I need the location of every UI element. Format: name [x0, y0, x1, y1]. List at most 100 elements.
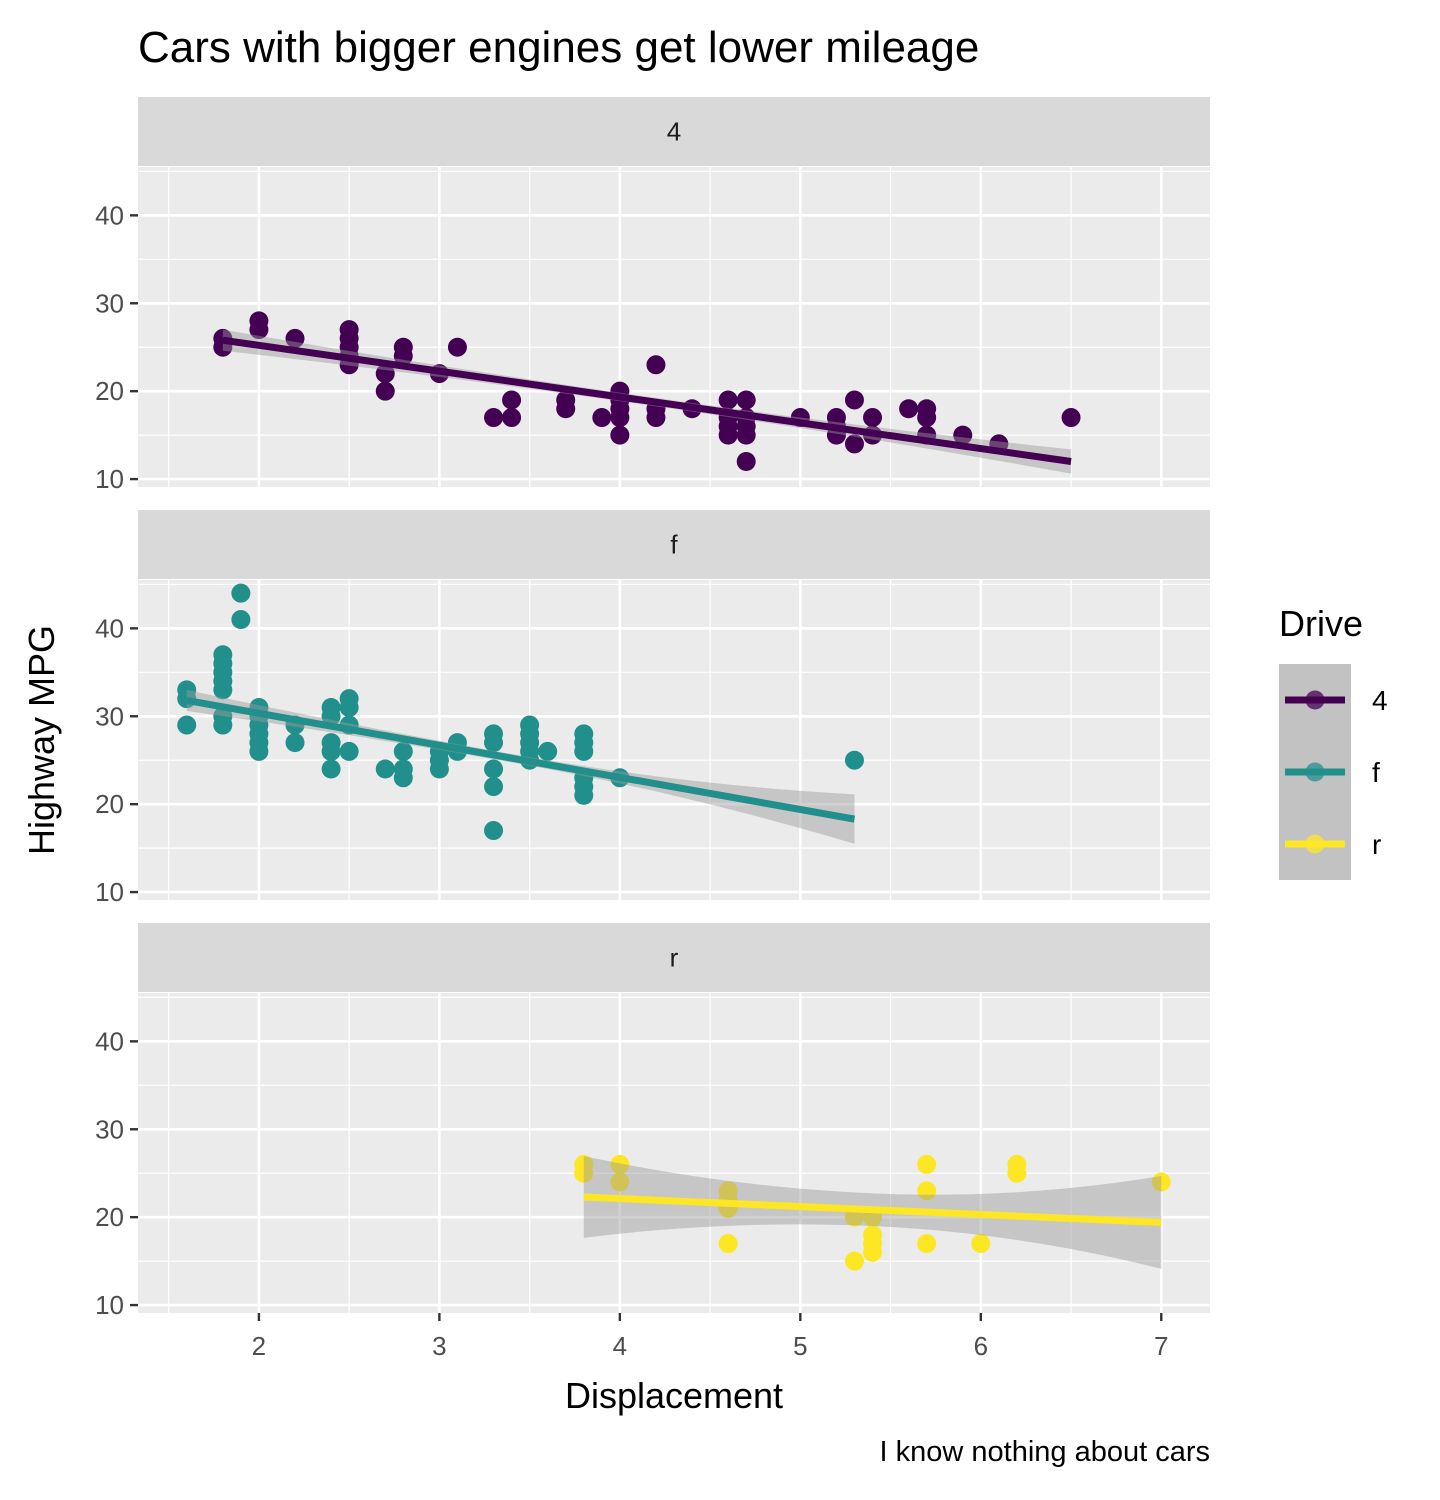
data-point [285, 328, 305, 348]
regression-line [222, 336, 1072, 465]
legend-key-point [1305, 762, 1325, 782]
facet-strip [138, 510, 1210, 579]
x-tick-label: 4 [613, 1331, 627, 1361]
data-point [718, 1234, 738, 1254]
facet-panel-4: 4 10 20 30 40 [95, 97, 1210, 494]
legend-title: Drive [1279, 603, 1363, 644]
data-point [231, 610, 251, 630]
y-tick-label: 10 [95, 877, 124, 907]
data-point [863, 408, 883, 428]
y-tick-label: 40 [95, 1026, 124, 1056]
data-point [231, 583, 251, 603]
data-point [1151, 1172, 1171, 1192]
data-point [1007, 1163, 1027, 1183]
facet-strip [138, 97, 1210, 166]
data-point [844, 434, 864, 454]
data-point [393, 768, 413, 788]
x-axis-title: Displacement [565, 1375, 783, 1416]
data-point [574, 741, 594, 761]
data-point [646, 408, 666, 428]
data-point [339, 741, 359, 761]
data-point [844, 390, 864, 410]
data-point [592, 408, 612, 428]
data-point [863, 1242, 883, 1262]
x-tick-label: 2 [252, 1331, 266, 1361]
data-point [429, 759, 449, 779]
data-point [484, 759, 504, 779]
facet-panel-r: r 10 20 30 40 [95, 923, 1210, 1320]
facet-strip-label: 4 [667, 117, 681, 147]
data-point [718, 390, 738, 410]
x-tick-label: 6 [974, 1331, 988, 1361]
y-tick-label: 30 [95, 288, 124, 318]
data-point [321, 759, 341, 779]
data-point [610, 1154, 630, 1174]
points-r [574, 1154, 1171, 1271]
data-point [375, 364, 395, 384]
data-point [447, 337, 467, 357]
data-point [917, 1234, 937, 1254]
data-point [484, 733, 504, 753]
legend-key-point [1305, 834, 1325, 854]
facet-panels: 4 10 20 30 40 f 10 20 30 40 r 10 20 30 40 [95, 97, 1210, 1320]
facet-strip-label: r [670, 943, 679, 973]
data-point [917, 1154, 937, 1174]
x-axis: 2 3 4 5 6 7 [252, 1313, 1169, 1361]
chart-title: Cars with bigger engines get lower milea… [138, 23, 979, 72]
y-tick-label: 40 [95, 200, 124, 230]
x-tick-label: 7 [1154, 1331, 1168, 1361]
data-point [213, 715, 233, 735]
data-point [502, 408, 522, 428]
data-point [574, 1163, 594, 1183]
data-point [249, 320, 269, 340]
y-tick-label: 20 [95, 789, 124, 819]
x-tick-label: 5 [793, 1331, 807, 1361]
data-point [736, 425, 756, 445]
facet-panel-f: f 10 20 30 40 [95, 510, 1210, 907]
panel-background [138, 993, 1210, 1313]
facet-strip-label: f [670, 530, 678, 560]
legend-label-f: f [1372, 757, 1380, 788]
chart-caption: I know nothing about cars [880, 1436, 1210, 1468]
y-tick-label: 30 [95, 701, 124, 731]
data-point [321, 706, 341, 726]
data-point [213, 680, 233, 700]
data-point [736, 390, 756, 410]
legend-key-point [1305, 690, 1325, 710]
data-point [556, 399, 576, 419]
facet-strip [138, 923, 1210, 992]
legend-label-4: 4 [1372, 685, 1388, 716]
data-point [917, 1181, 937, 1201]
x-tick-label: 3 [432, 1331, 446, 1361]
data-point [393, 346, 413, 366]
legend: Drive 4 f r [1279, 603, 1388, 880]
data-point [502, 390, 522, 410]
panel-background [138, 167, 1210, 487]
data-point [484, 777, 504, 797]
data-point [375, 759, 395, 779]
y-tick-label: 10 [95, 464, 124, 494]
data-point [610, 425, 630, 445]
data-point [971, 1234, 991, 1254]
data-point [844, 750, 864, 770]
regression-line [186, 696, 856, 823]
y-tick-label: 40 [95, 613, 124, 643]
data-point [484, 408, 504, 428]
data-point [718, 425, 738, 445]
data-point [249, 741, 269, 761]
regression-line [583, 1193, 1162, 1226]
legend-label-r: r [1372, 829, 1381, 860]
y-tick-label: 20 [95, 1202, 124, 1232]
data-point [574, 785, 594, 805]
data-point [917, 408, 937, 428]
data-point [1061, 408, 1081, 428]
data-point [484, 821, 504, 841]
data-point [899, 399, 919, 419]
data-point [646, 355, 666, 375]
data-point [177, 715, 197, 735]
y-axis-title: Highway MPG [21, 625, 62, 855]
y-tick-label: 20 [95, 376, 124, 406]
data-point [610, 1172, 630, 1192]
panel-background [138, 580, 1210, 900]
